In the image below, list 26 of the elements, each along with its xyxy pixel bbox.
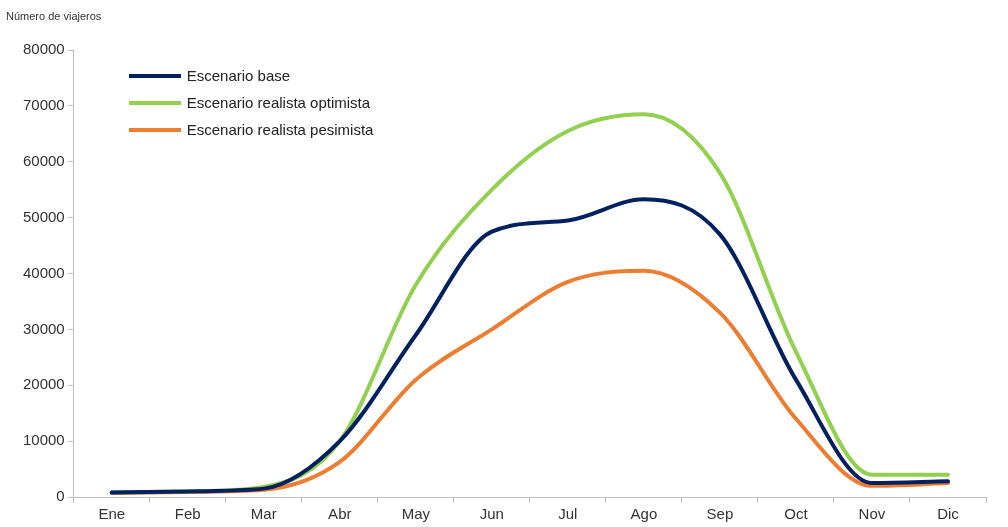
y-axis-title: Número de viajeros — [6, 10, 102, 22]
legend-label: Escenario realista pesimista — [186, 121, 374, 138]
x-tick-label: Oct — [784, 505, 809, 523]
x-tick-label: Dic — [937, 505, 960, 523]
line-series — [109, 197, 950, 495]
legend-label: Escenario realista optimista — [186, 94, 371, 111]
x-tick-label: May — [401, 505, 431, 523]
x-tick-label: Feb — [174, 505, 201, 523]
x-tick-label: Jul — [558, 505, 578, 523]
x-tick-label: Jun — [479, 505, 504, 523]
y-tick-label: 10000 — [22, 431, 65, 449]
x-tick-label: Sep — [706, 505, 734, 523]
y-tick-label: 40000 — [22, 263, 65, 281]
y-tick-label: 20000 — [22, 375, 65, 393]
y-tick-label: 0 — [56, 487, 65, 505]
y-tick-label: 80000 — [22, 40, 65, 58]
x-tick-label: Ago — [630, 505, 658, 523]
y-tick-label: 50000 — [22, 207, 65, 225]
x-tick-label: Ene — [98, 505, 126, 523]
legend-label: Escenario base — [186, 67, 291, 84]
y-tick-label: 30000 — [22, 319, 65, 337]
y-tick-label: 60000 — [22, 151, 65, 169]
y-tick-label: 70000 — [22, 96, 65, 114]
x-tick-label: Abr — [328, 505, 352, 523]
x-tick-label: Nov — [858, 505, 886, 523]
x-tick-label: Mar — [250, 505, 277, 523]
